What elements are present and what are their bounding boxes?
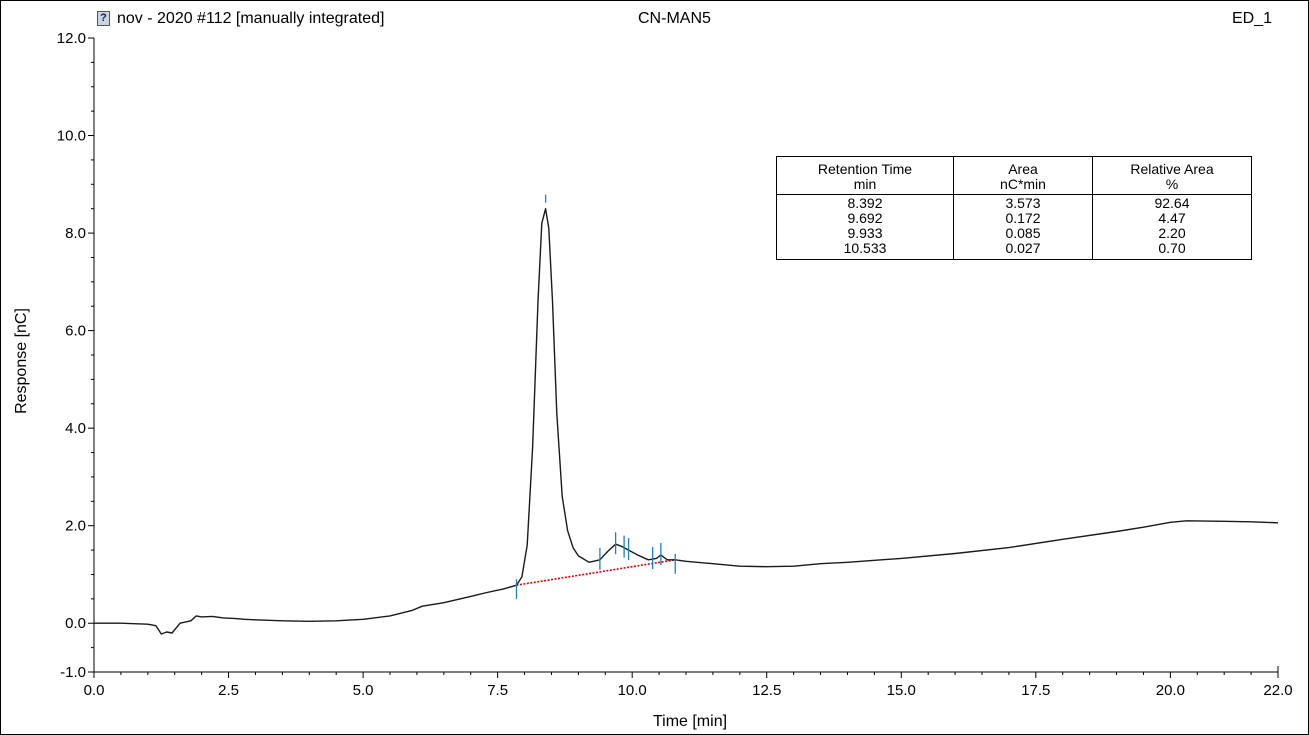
table-cell: 9.933 [776, 226, 954, 241]
table-cell: 0.172 [953, 211, 1093, 226]
table-cell: 92.64 [1092, 194, 1252, 211]
y-tick-label: 2.0 [65, 518, 86, 535]
table-row: 8.392 3.573 92.64 [776, 194, 1252, 211]
chromatogram-trace [94, 208, 1279, 635]
y-tick-label: -1.0 [60, 664, 86, 681]
y-tick-label: 8.0 [65, 225, 86, 242]
table-cell: 9.692 [776, 211, 954, 226]
table-cell: 0.027 [953, 241, 1093, 260]
table-cell: 0.085 [953, 226, 1093, 241]
integration-baseline [516, 559, 676, 586]
x-axis-label: Time [min] [652, 713, 728, 730]
y-axis-label: Response [nC] [13, 308, 30, 414]
x-tick-label: 12.5 [752, 682, 781, 699]
x-tick-label: 5.0 [353, 682, 374, 699]
table-row: 9.692 0.172 4.47 [776, 211, 1252, 226]
table-row: 10.533 0.027 0.70 [776, 241, 1252, 260]
table-header-relative-area: Relative Area % [1092, 156, 1252, 195]
x-tick-label: 10.0 [618, 682, 647, 699]
table-header-area: Area nC*min [953, 156, 1093, 195]
integration-results-table: Retention Time min Area nC*min Relative … [776, 156, 1252, 260]
channel-title: ED_1 [1232, 10, 1273, 27]
method-title: CN-MAN5 [638, 10, 711, 27]
y-tick-label: 12.0 [57, 30, 86, 47]
x-tick-label: 17.5 [1021, 682, 1050, 699]
x-tick-label: 7.5 [487, 682, 508, 699]
x-tick-label: 2.5 [218, 682, 239, 699]
table-header-retention-time: Retention Time min [776, 156, 954, 195]
table-cell: 4.47 [1092, 211, 1252, 226]
table-row: 9.933 0.085 2.20 [776, 226, 1252, 241]
y-tick-label: 0.0 [65, 615, 86, 632]
table-cell: 3.573 [953, 194, 1093, 211]
table-cell: 2.20 [1092, 226, 1252, 241]
unknown-status-icon[interactable]: ? [97, 11, 110, 26]
x-tick-label: 20.0 [1156, 682, 1185, 699]
table-cell: 10.533 [776, 241, 954, 260]
table-cell: 8.392 [776, 194, 954, 211]
x-tick-label: 15.0 [887, 682, 916, 699]
x-tick-label: 22.0 [1263, 682, 1292, 699]
table-cell: 0.70 [1092, 241, 1252, 260]
table-header-row: Retention Time min Area nC*min Relative … [776, 156, 1252, 195]
y-tick-label: 6.0 [65, 323, 86, 340]
y-tick-label: 10.0 [57, 128, 86, 145]
y-tick-label: 4.0 [65, 420, 86, 437]
sample-title: nov - 2020 #112 [manually integrated] [117, 10, 385, 27]
x-tick-label: 0.0 [84, 682, 105, 699]
